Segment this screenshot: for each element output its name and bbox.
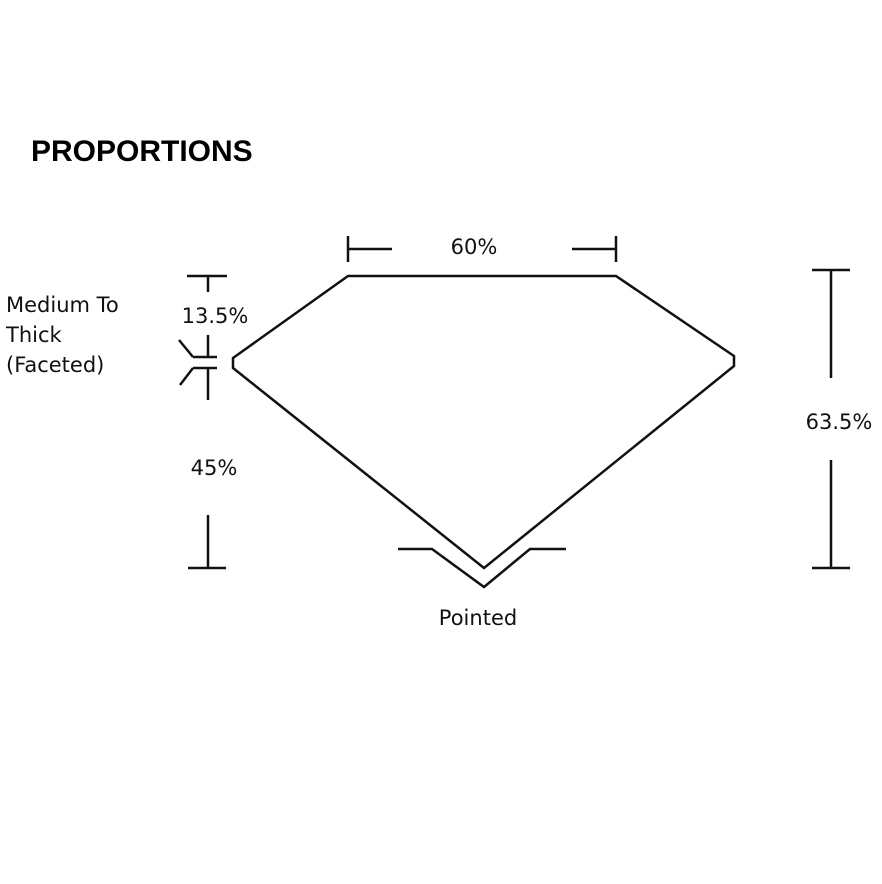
- depth-label: 63.5%: [806, 410, 873, 434]
- depth-dimension: 63.5%: [806, 268, 873, 570]
- girdle-label-line: Thick: [5, 323, 63, 347]
- pavilion-label: 45%: [191, 456, 238, 480]
- culet-indicator: Pointed: [398, 547, 566, 630]
- table-dimension: 60%: [346, 235, 618, 262]
- culet-label: Pointed: [439, 606, 517, 630]
- crown-label: 13.5%: [182, 304, 249, 328]
- pavilion-dimension: 45%: [179, 366, 238, 570]
- title: PROPORTIONS: [31, 135, 253, 168]
- diamond-outline: [231, 274, 736, 570]
- table-label: 60%: [451, 235, 498, 259]
- girdle-label-line: Medium To: [6, 293, 119, 317]
- girdle-label: Medium To Thick (Faceted): [5, 293, 119, 377]
- crown-dimension: 13.5%: [178, 274, 249, 359]
- girdle-label-line: (Faceted): [6, 353, 104, 377]
